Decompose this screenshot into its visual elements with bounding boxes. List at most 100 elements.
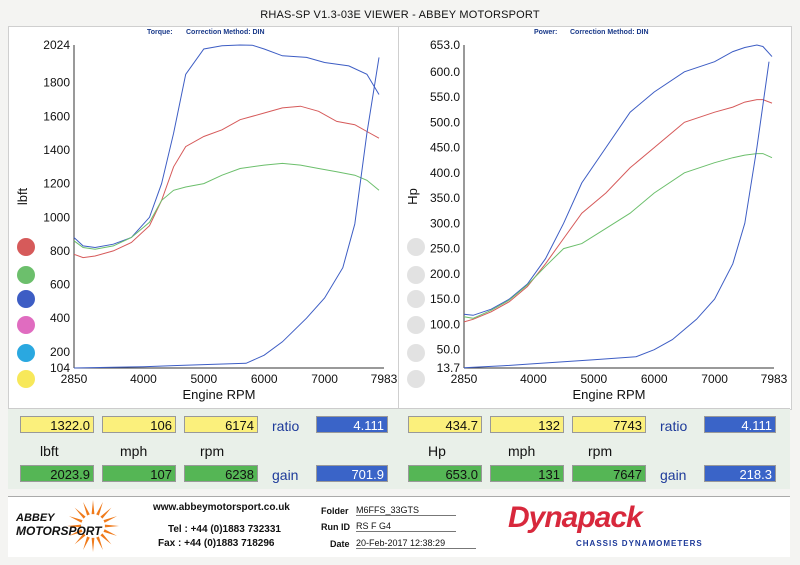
series-line-blue-3 bbox=[73, 57, 380, 369]
cursor-speed-value: 132 bbox=[490, 416, 564, 433]
window-title: RHAS-SP V1.3-03E VIEWER - ABBEY MOTORSPO… bbox=[260, 9, 540, 21]
y-tick-label: 400.0 bbox=[430, 166, 460, 180]
y-tick-label: 200 bbox=[50, 345, 70, 359]
logo-ray bbox=[74, 533, 86, 545]
ratio-label: ratio bbox=[660, 418, 688, 434]
y-tick-label: 13.7 bbox=[437, 361, 461, 375]
website-link[interactable]: www.abbeymotorsport.co.uk bbox=[153, 502, 290, 513]
series-line-blue-0 bbox=[463, 44, 773, 316]
logo-ray bbox=[91, 537, 95, 552]
x-tick-label: 7000 bbox=[701, 372, 728, 386]
gain-value: 701.9 bbox=[316, 465, 388, 482]
legend-dot bbox=[17, 266, 35, 284]
run-id-value: RS F G4 bbox=[356, 521, 456, 532]
y-tick-label: 600 bbox=[50, 278, 70, 292]
y-tick-label: 600.0 bbox=[430, 65, 460, 79]
cursor-rpm-value: 7743 bbox=[572, 416, 646, 433]
legend-dot bbox=[17, 290, 35, 308]
telephone: Tel : +44 (0)1883 732331 bbox=[168, 524, 281, 535]
dynapack-tagline: CHASSIS DYNAMOMETERS bbox=[576, 539, 703, 548]
logo-ray bbox=[83, 536, 90, 550]
x-tick-label: 2850 bbox=[61, 372, 88, 386]
logo-ray bbox=[67, 524, 82, 528]
y-tick-label: 250.0 bbox=[430, 242, 460, 256]
y-tick-label: 350.0 bbox=[430, 191, 460, 205]
fax: Fax : +44 (0)1883 718296 bbox=[158, 538, 275, 549]
y-tick-label: 500.0 bbox=[430, 115, 460, 129]
legend-dot bbox=[17, 344, 35, 362]
brand-line1: ABBEY bbox=[16, 512, 55, 524]
logo-ray bbox=[69, 516, 83, 523]
power-correction-method: Correction Method: DIN bbox=[570, 29, 649, 36]
logo-ray bbox=[100, 533, 112, 545]
ratio-value: 4.111 bbox=[316, 416, 388, 433]
ratio-value: 4.111 bbox=[704, 416, 776, 433]
y-tick-label: 2024 bbox=[43, 38, 70, 52]
torque-chart-panel: Torque: Correction Method: DIN 2024 1800 1… bbox=[8, 26, 402, 410]
y-tick-label: 104 bbox=[50, 361, 70, 375]
unit-label-rpm: rpm bbox=[588, 443, 613, 459]
folder-label: Folder bbox=[321, 506, 349, 516]
legend-dot bbox=[407, 344, 425, 362]
logo-ray bbox=[83, 502, 90, 516]
series-line-green-2 bbox=[73, 162, 380, 250]
power-chart-panel: Power: Correction Method: DIN 653.0 600.0… bbox=[398, 26, 792, 410]
folder-value: M6FFS_33GTS bbox=[356, 505, 456, 516]
torque-subtitle: Torque: bbox=[147, 29, 173, 36]
x-axis-label: Engine RPM bbox=[183, 387, 256, 402]
run-id-label: Run ID bbox=[321, 522, 350, 532]
series-line-blue-0 bbox=[73, 44, 380, 249]
power-chart: 653.0 600.0 550.0 500.0 450.0 400.0 350.0 300.0… bbox=[405, 38, 788, 402]
legend-dot bbox=[407, 370, 425, 388]
y-tick-label: 800 bbox=[50, 244, 70, 258]
unit-label-mph: mph bbox=[120, 443, 148, 459]
legend-dot bbox=[407, 266, 425, 284]
peak-power-value: 653.0 bbox=[408, 465, 482, 482]
x-tick-label: 7983 bbox=[371, 372, 398, 386]
series-line-red-1 bbox=[73, 105, 380, 259]
peak-speed-value: 107 bbox=[102, 465, 176, 482]
x-tick-label: 7983 bbox=[761, 372, 788, 386]
y-tick-label: 1000 bbox=[43, 210, 70, 224]
torque-readout-strip: 1322.0 106 6174 ratio 4.111 lbft mph rpm… bbox=[8, 408, 400, 489]
unit-label-rpm: rpm bbox=[200, 443, 225, 459]
legend-dot bbox=[17, 370, 35, 388]
footer: ABBEY MOTORSPORT www.abbeymotorsport.co.… bbox=[8, 496, 790, 557]
legend-dot bbox=[407, 238, 425, 256]
logo-ray bbox=[96, 536, 103, 550]
y-axis-label: lbft bbox=[15, 187, 30, 205]
cursor-rpm-value: 6174 bbox=[184, 416, 258, 433]
gain-value: 218.3 bbox=[704, 465, 776, 482]
x-tick-label: 6000 bbox=[641, 372, 668, 386]
logo-ray bbox=[69, 529, 83, 536]
x-tick-label: 5000 bbox=[190, 372, 217, 386]
x-tick-label: 4000 bbox=[520, 372, 547, 386]
peak-rpm-value: 7647 bbox=[572, 465, 646, 482]
abbey-motorsport-logo bbox=[67, 500, 119, 552]
gain-label: gain bbox=[660, 467, 687, 483]
logo-ray bbox=[103, 529, 117, 536]
y-tick-label: 450.0 bbox=[430, 141, 460, 155]
y-tick-label: 150.0 bbox=[430, 292, 460, 306]
unit-label-lbft: lbft bbox=[40, 443, 59, 459]
legend-dot bbox=[17, 238, 35, 256]
logo-ray bbox=[96, 502, 103, 516]
y-tick-label: 550.0 bbox=[430, 90, 460, 104]
logo-ray bbox=[104, 524, 119, 528]
x-tick-label: 5000 bbox=[580, 372, 607, 386]
x-tick-label: 6000 bbox=[251, 372, 278, 386]
series-line-blue-3 bbox=[463, 61, 770, 369]
x-axis-label: Engine RPM bbox=[573, 387, 646, 402]
y-tick-label: 50.0 bbox=[437, 343, 461, 357]
x-tick-label: 7000 bbox=[311, 372, 338, 386]
y-tick-label: 1600 bbox=[43, 109, 70, 123]
y-tick-label: 300.0 bbox=[430, 216, 460, 230]
unit-label-mph: mph bbox=[508, 443, 536, 459]
logo-ray bbox=[91, 500, 95, 515]
torque-correction-method: Correction Method: DIN bbox=[186, 29, 265, 36]
peak-torque-value: 2023.9 bbox=[20, 465, 94, 482]
gain-label: gain bbox=[272, 467, 299, 483]
power-subtitle: Power: bbox=[534, 29, 558, 36]
dynapack-logo: Dynapack bbox=[508, 501, 643, 534]
y-tick-label: 653.0 bbox=[430, 38, 460, 52]
